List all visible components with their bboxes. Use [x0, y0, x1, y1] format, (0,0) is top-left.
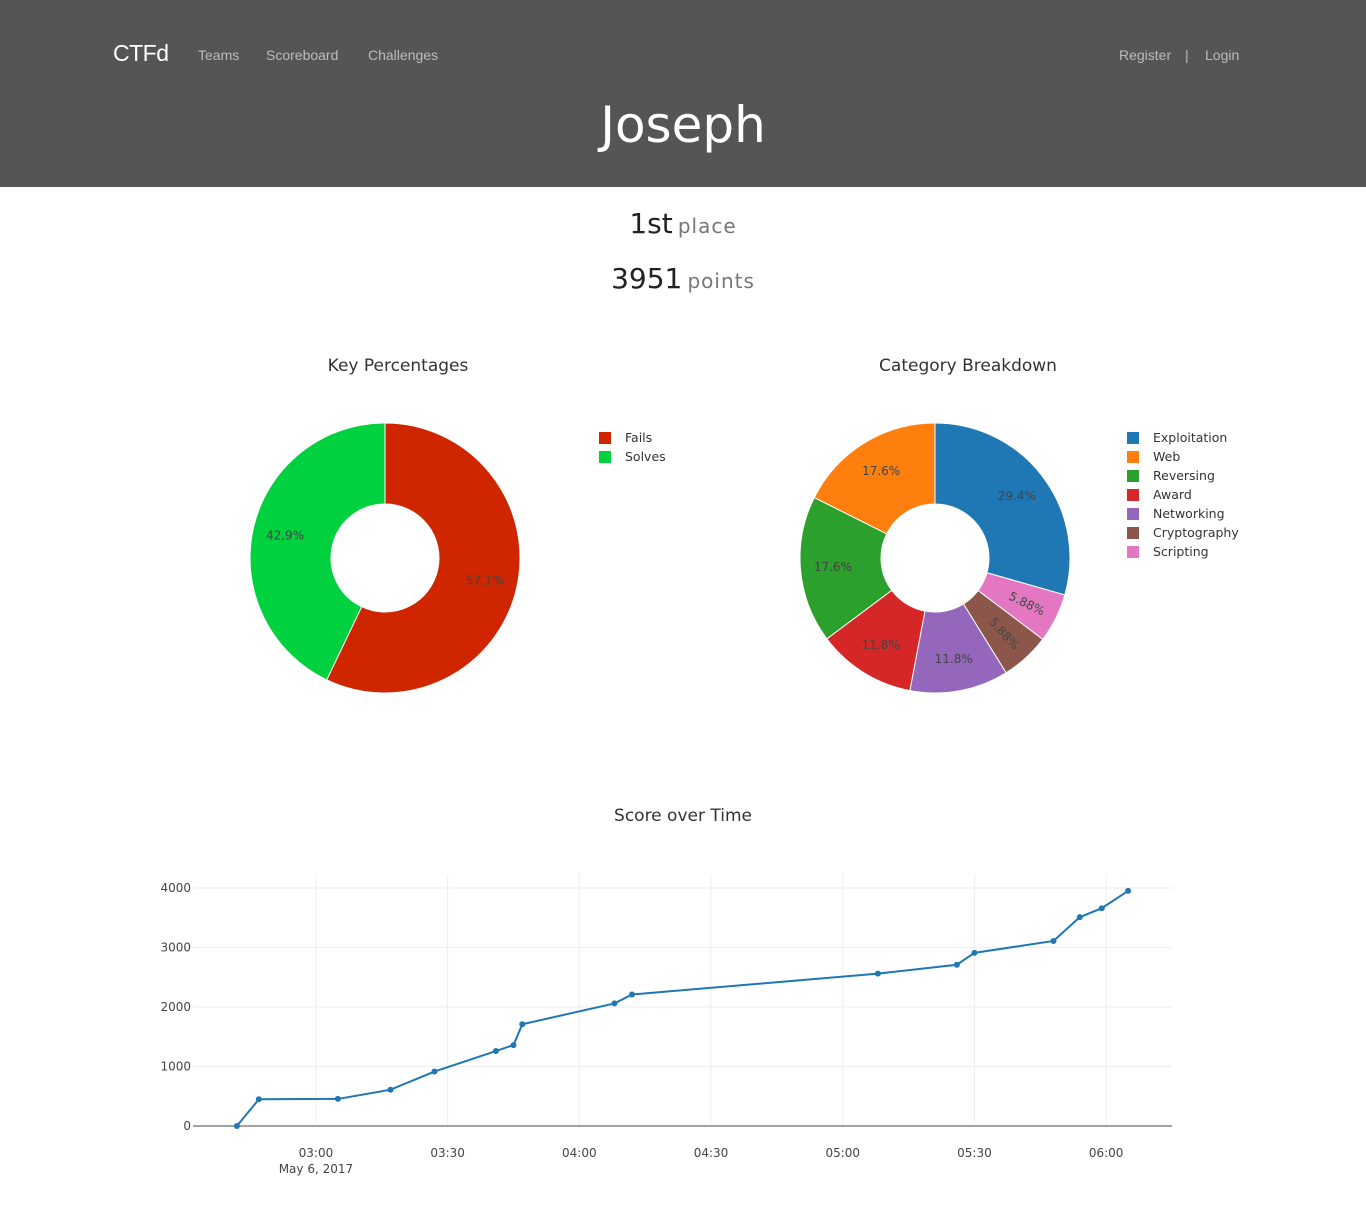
category-breakdown-title: Category Breakdown — [879, 356, 1057, 376]
score-point — [431, 1068, 438, 1075]
category-slice-label-reversing: 17.6% — [814, 560, 852, 574]
category-legend-item-cryptography[interactable]: Cryptography — [1127, 523, 1239, 542]
y-tick-label: 1000 — [160, 1060, 191, 1074]
score-point — [1125, 887, 1132, 894]
x-tick-label: 06:00 — [1089, 1146, 1124, 1160]
points-stat: 3951 points — [0, 262, 1366, 295]
category-slice-web — [813, 422, 936, 535]
legend-swatch — [599, 450, 611, 463]
category-slice-label-networking: 11.8% — [935, 652, 973, 666]
nav-link-register[interactable]: Register — [1119, 47, 1172, 63]
place-stat: 1st place — [0, 207, 1366, 240]
y-tick-label: 4000 — [160, 881, 191, 895]
key-pct-slice-label-solves: 42.9% — [266, 528, 304, 542]
x-tick-label: 05:00 — [825, 1146, 860, 1160]
legend-label: Networking — [1153, 506, 1225, 521]
category-slice-exploitation — [934, 422, 1071, 596]
score-point — [255, 1096, 262, 1103]
score-point — [953, 961, 960, 968]
y-tick-label: 0 — [183, 1119, 191, 1133]
x-tick-label: 05:30 — [957, 1146, 992, 1160]
category-slice-reversing — [799, 496, 893, 640]
legend-swatch — [1127, 545, 1139, 558]
key-pct-slice-label-fails: 57.1% — [466, 574, 504, 588]
score-point — [611, 1000, 618, 1007]
legend-swatch — [1127, 431, 1139, 444]
score-point — [233, 1123, 240, 1129]
legend-swatch — [599, 431, 611, 444]
legend-swatch — [1127, 526, 1139, 539]
category-legend-item-award[interactable]: Award — [1127, 485, 1239, 504]
key-pct-legend-item-solves[interactable]: Solves — [599, 447, 666, 466]
score-point — [874, 970, 881, 977]
key-pct-slice-fails — [326, 422, 521, 694]
score-point — [1098, 905, 1105, 912]
score-point — [629, 991, 636, 998]
legend-label: Award — [1153, 487, 1192, 502]
score-line — [236, 890, 1129, 1127]
nav-link-challenges[interactable]: Challenges — [368, 47, 439, 63]
nav-separator: | — [1185, 47, 1189, 63]
category-slice-label-web: 17.6% — [862, 464, 900, 478]
nav-link-scoreboard[interactable]: Scoreboard — [266, 47, 339, 63]
legend-label: Exploitation — [1153, 430, 1228, 445]
key-pct-legend-item-fails[interactable]: Fails — [599, 428, 666, 447]
category-legend-item-exploitation[interactable]: Exploitation — [1127, 428, 1239, 447]
place-value: 1st — [629, 207, 673, 240]
x-tick-label: 04:30 — [694, 1146, 729, 1160]
score-point — [1050, 937, 1057, 944]
legend-label: Solves — [625, 449, 666, 464]
legend-swatch — [1127, 507, 1139, 520]
score-point — [1076, 914, 1083, 921]
score-point — [334, 1095, 341, 1102]
category-legend-item-reversing[interactable]: Reversing — [1127, 466, 1239, 485]
legend-label: Web — [1153, 449, 1181, 464]
category-legend-item-networking[interactable]: Networking — [1127, 504, 1239, 523]
score-point — [387, 1086, 394, 1093]
score-point — [492, 1048, 499, 1055]
legend-label: Cryptography — [1153, 525, 1239, 540]
x-tick-label: 03:30 — [430, 1146, 465, 1160]
legend-label: Reversing — [1153, 468, 1215, 483]
category-legend-item-web[interactable]: Web — [1127, 447, 1239, 466]
brand-logo[interactable]: CTFd — [113, 40, 169, 66]
legend-swatch — [1127, 469, 1139, 482]
category-breakdown-legend: Exploitation Web Reversing Award Networking C… — [1127, 428, 1239, 561]
nav-link-login[interactable]: Login — [1205, 47, 1240, 63]
points-label: points — [687, 269, 755, 293]
score-point — [510, 1042, 517, 1049]
category-slice-label-exploitation: 29.4% — [998, 489, 1036, 503]
legend-swatch — [1127, 450, 1139, 463]
score-over-time-chart: 0 1000 2000 3000 4000 03:00 May 6, 2017 03:30 04… — [160, 874, 1172, 1176]
x-date-label: May 6, 2017 — [279, 1162, 353, 1176]
key-percentages-chart: 57.1% 42.9% — [249, 422, 521, 694]
legend-swatch — [1127, 488, 1139, 501]
category-slice-label-award: 11.8% — [862, 638, 900, 652]
key-percentages-legend: Fails Solves — [599, 428, 666, 466]
x-tick-label: 04:00 — [562, 1146, 597, 1160]
place-label: place — [677, 214, 737, 238]
legend-label: Scripting — [1153, 544, 1209, 559]
y-tick-label: 3000 — [160, 941, 191, 955]
score-point — [971, 949, 978, 956]
user-name-title: Joseph — [600, 96, 766, 154]
key-pct-slice-solves — [249, 422, 386, 681]
score-over-time-title: Score over Time — [614, 806, 752, 826]
legend-label: Fails — [625, 430, 653, 445]
x-tick-label: 03:00 — [299, 1146, 334, 1160]
y-tick-label: 2000 — [160, 1000, 191, 1014]
nav-link-teams[interactable]: Teams — [198, 47, 240, 63]
points-value: 3951 — [611, 262, 683, 295]
category-legend-item-scripting[interactable]: Scripting — [1127, 542, 1239, 561]
key-percentages-title: Key Percentages — [327, 356, 469, 376]
score-point — [519, 1021, 526, 1028]
page-header: CTFd Teams Scoreboard Challenges Registe… — [0, 0, 1366, 187]
category-breakdown-chart: 29.4%5.88%5.88%11.8%11.8%17.6%17.6% — [799, 422, 1071, 694]
